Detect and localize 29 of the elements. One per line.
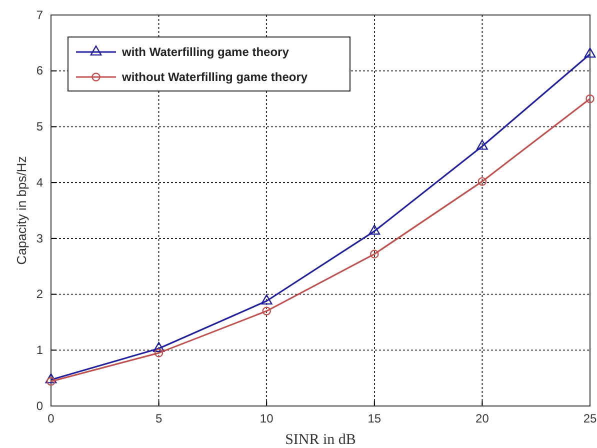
y-tick-label: 1 <box>36 342 44 357</box>
y-tick-label: 7 <box>36 8 44 22</box>
point <box>154 348 164 358</box>
y-tick-label: 4 <box>36 175 44 190</box>
point <box>586 94 594 104</box>
y-tick-label: 2 <box>36 287 44 302</box>
x-tick-label: 0 <box>48 412 55 426</box>
point <box>45 373 57 384</box>
x-tick-label: 10 <box>260 412 274 426</box>
x-tick-label: 15 <box>368 412 382 426</box>
legend-label: with Waterfilling game theory <box>121 45 290 59</box>
y-tick-label: 5 <box>36 120 44 134</box>
y-tick-label: 3 <box>36 231 44 246</box>
point <box>260 294 272 305</box>
y-tick-label: 6 <box>36 64 44 78</box>
point <box>370 250 379 258</box>
point <box>584 48 596 58</box>
point <box>262 306 271 316</box>
x-axis-title: SINR in dB <box>285 432 356 448</box>
x-tick-label: 25 <box>583 412 597 426</box>
point <box>476 140 488 150</box>
x-tick-label: 5 <box>155 412 162 426</box>
point <box>153 342 164 352</box>
x-tick-label: 20 <box>476 412 490 426</box>
legend-label: without Waterfilling game theory <box>121 70 308 84</box>
y-axis-title: Capacity in bps/Hz <box>14 156 29 265</box>
y-tick-label: 0 <box>36 398 44 413</box>
point <box>478 177 487 186</box>
point <box>368 224 380 235</box>
